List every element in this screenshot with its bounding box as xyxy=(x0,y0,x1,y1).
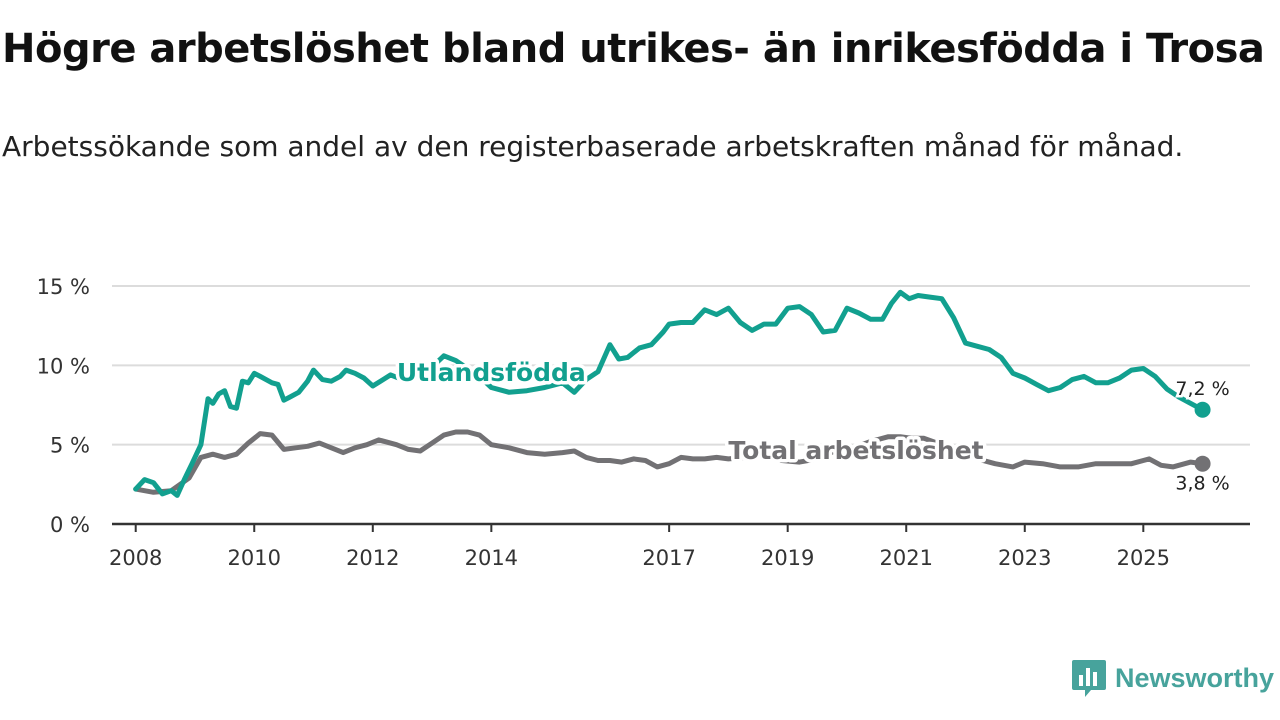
series-label: Utlandsfödda xyxy=(397,358,586,387)
x-tick-label: 2023 xyxy=(998,546,1051,570)
x-tick-label: 2012 xyxy=(346,546,399,570)
y-tick-label: 10 % xyxy=(37,354,90,378)
x-axis: 2008 2010 2012 2014 2017 2019 2021 2023 2025 xyxy=(109,522,1250,570)
x-tick-label: 2010 xyxy=(228,546,281,570)
end-point-marker xyxy=(1194,401,1211,418)
brand-name: Newsworthy xyxy=(1114,662,1274,693)
end-point-marker xyxy=(1194,455,1211,472)
x-tick-label: 2008 xyxy=(109,546,162,570)
chart-subtitle: Arbetssökande som andel av den registerb… xyxy=(2,130,1184,163)
x-tick-label: 2019 xyxy=(761,546,814,570)
series-line-total xyxy=(133,429,1206,495)
y-tick-label: 5 % xyxy=(50,434,90,458)
end-value-label: 3,8 % xyxy=(1175,473,1229,495)
x-tick-label: 2025 xyxy=(1117,546,1170,570)
x-tick-label: 2017 xyxy=(642,546,695,570)
line-chart: 0 %5 %10 %15 % 2008 2010 2012 2014 2017 2019 2… xyxy=(37,275,1250,570)
gridlines: 0 % 5 % 10 % 15 % xyxy=(37,275,1250,537)
series-line-utlandsfodda xyxy=(133,289,1206,498)
chart-title: Högre arbetslöshet bland utrikes- än inr… xyxy=(2,26,1265,72)
end-value-label: 7,2 % xyxy=(1175,378,1229,400)
y-tick-label: 0 % xyxy=(50,513,90,537)
series-lines xyxy=(133,289,1206,498)
bar-chart-speech-bubble-icon xyxy=(1071,660,1106,697)
newsworthy-logo[interactable]: Newsworthy xyxy=(1071,658,1274,698)
labels: 7,2 % Utlandsfödda 3,8 % Total arbetslöshet xyxy=(393,355,1232,498)
series-label: Total arbetslöshet xyxy=(728,436,983,465)
x-tick-label: 2021 xyxy=(880,546,933,570)
x-tick-label: 2014 xyxy=(465,546,518,570)
y-tick-label: 15 % xyxy=(37,275,90,299)
